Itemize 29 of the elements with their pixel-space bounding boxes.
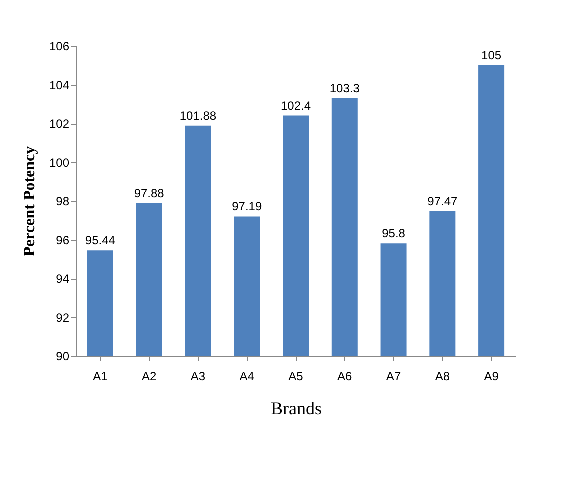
data-label: 97.47	[428, 194, 458, 208]
data-label: 95.44	[85, 234, 116, 248]
x-tick-label: A9	[484, 370, 500, 384]
x-tick-label: A5	[288, 370, 304, 384]
y-tick-label: 106	[49, 40, 70, 54]
data-label: 101.88	[180, 108, 217, 123]
y-tick-label: 96	[56, 233, 70, 248]
data-label: 95.8	[382, 226, 406, 241]
data-label: 105	[482, 48, 502, 62]
x-tick-label: A4	[240, 370, 255, 384]
x-tick-label: A6	[338, 370, 353, 384]
x-tick-label: A8	[435, 370, 450, 384]
y-tick-label: 98	[56, 194, 70, 208]
y-tick-label: 104	[49, 78, 70, 92]
y-tick-label: 100	[49, 156, 70, 170]
y-axis-title: Percent Potency	[21, 146, 38, 257]
x-tick-label: A1	[93, 370, 108, 384]
y-tick-label: 102	[49, 117, 70, 131]
y-tick-label: 94	[56, 272, 70, 286]
data-label: 97.19	[232, 200, 262, 214]
x-tick-label: A2	[142, 370, 157, 384]
data-label: 103.3	[330, 81, 360, 96]
data-label: 97.88	[134, 186, 165, 200]
x-tick-label: A7	[386, 370, 402, 384]
data-label: 102.4	[280, 98, 312, 113]
y-tick-label: 92	[56, 310, 70, 325]
y-tick-label: 90	[56, 350, 70, 364]
x-axis-title: Brands	[271, 398, 322, 418]
x-tick-label: A3	[190, 370, 206, 384]
